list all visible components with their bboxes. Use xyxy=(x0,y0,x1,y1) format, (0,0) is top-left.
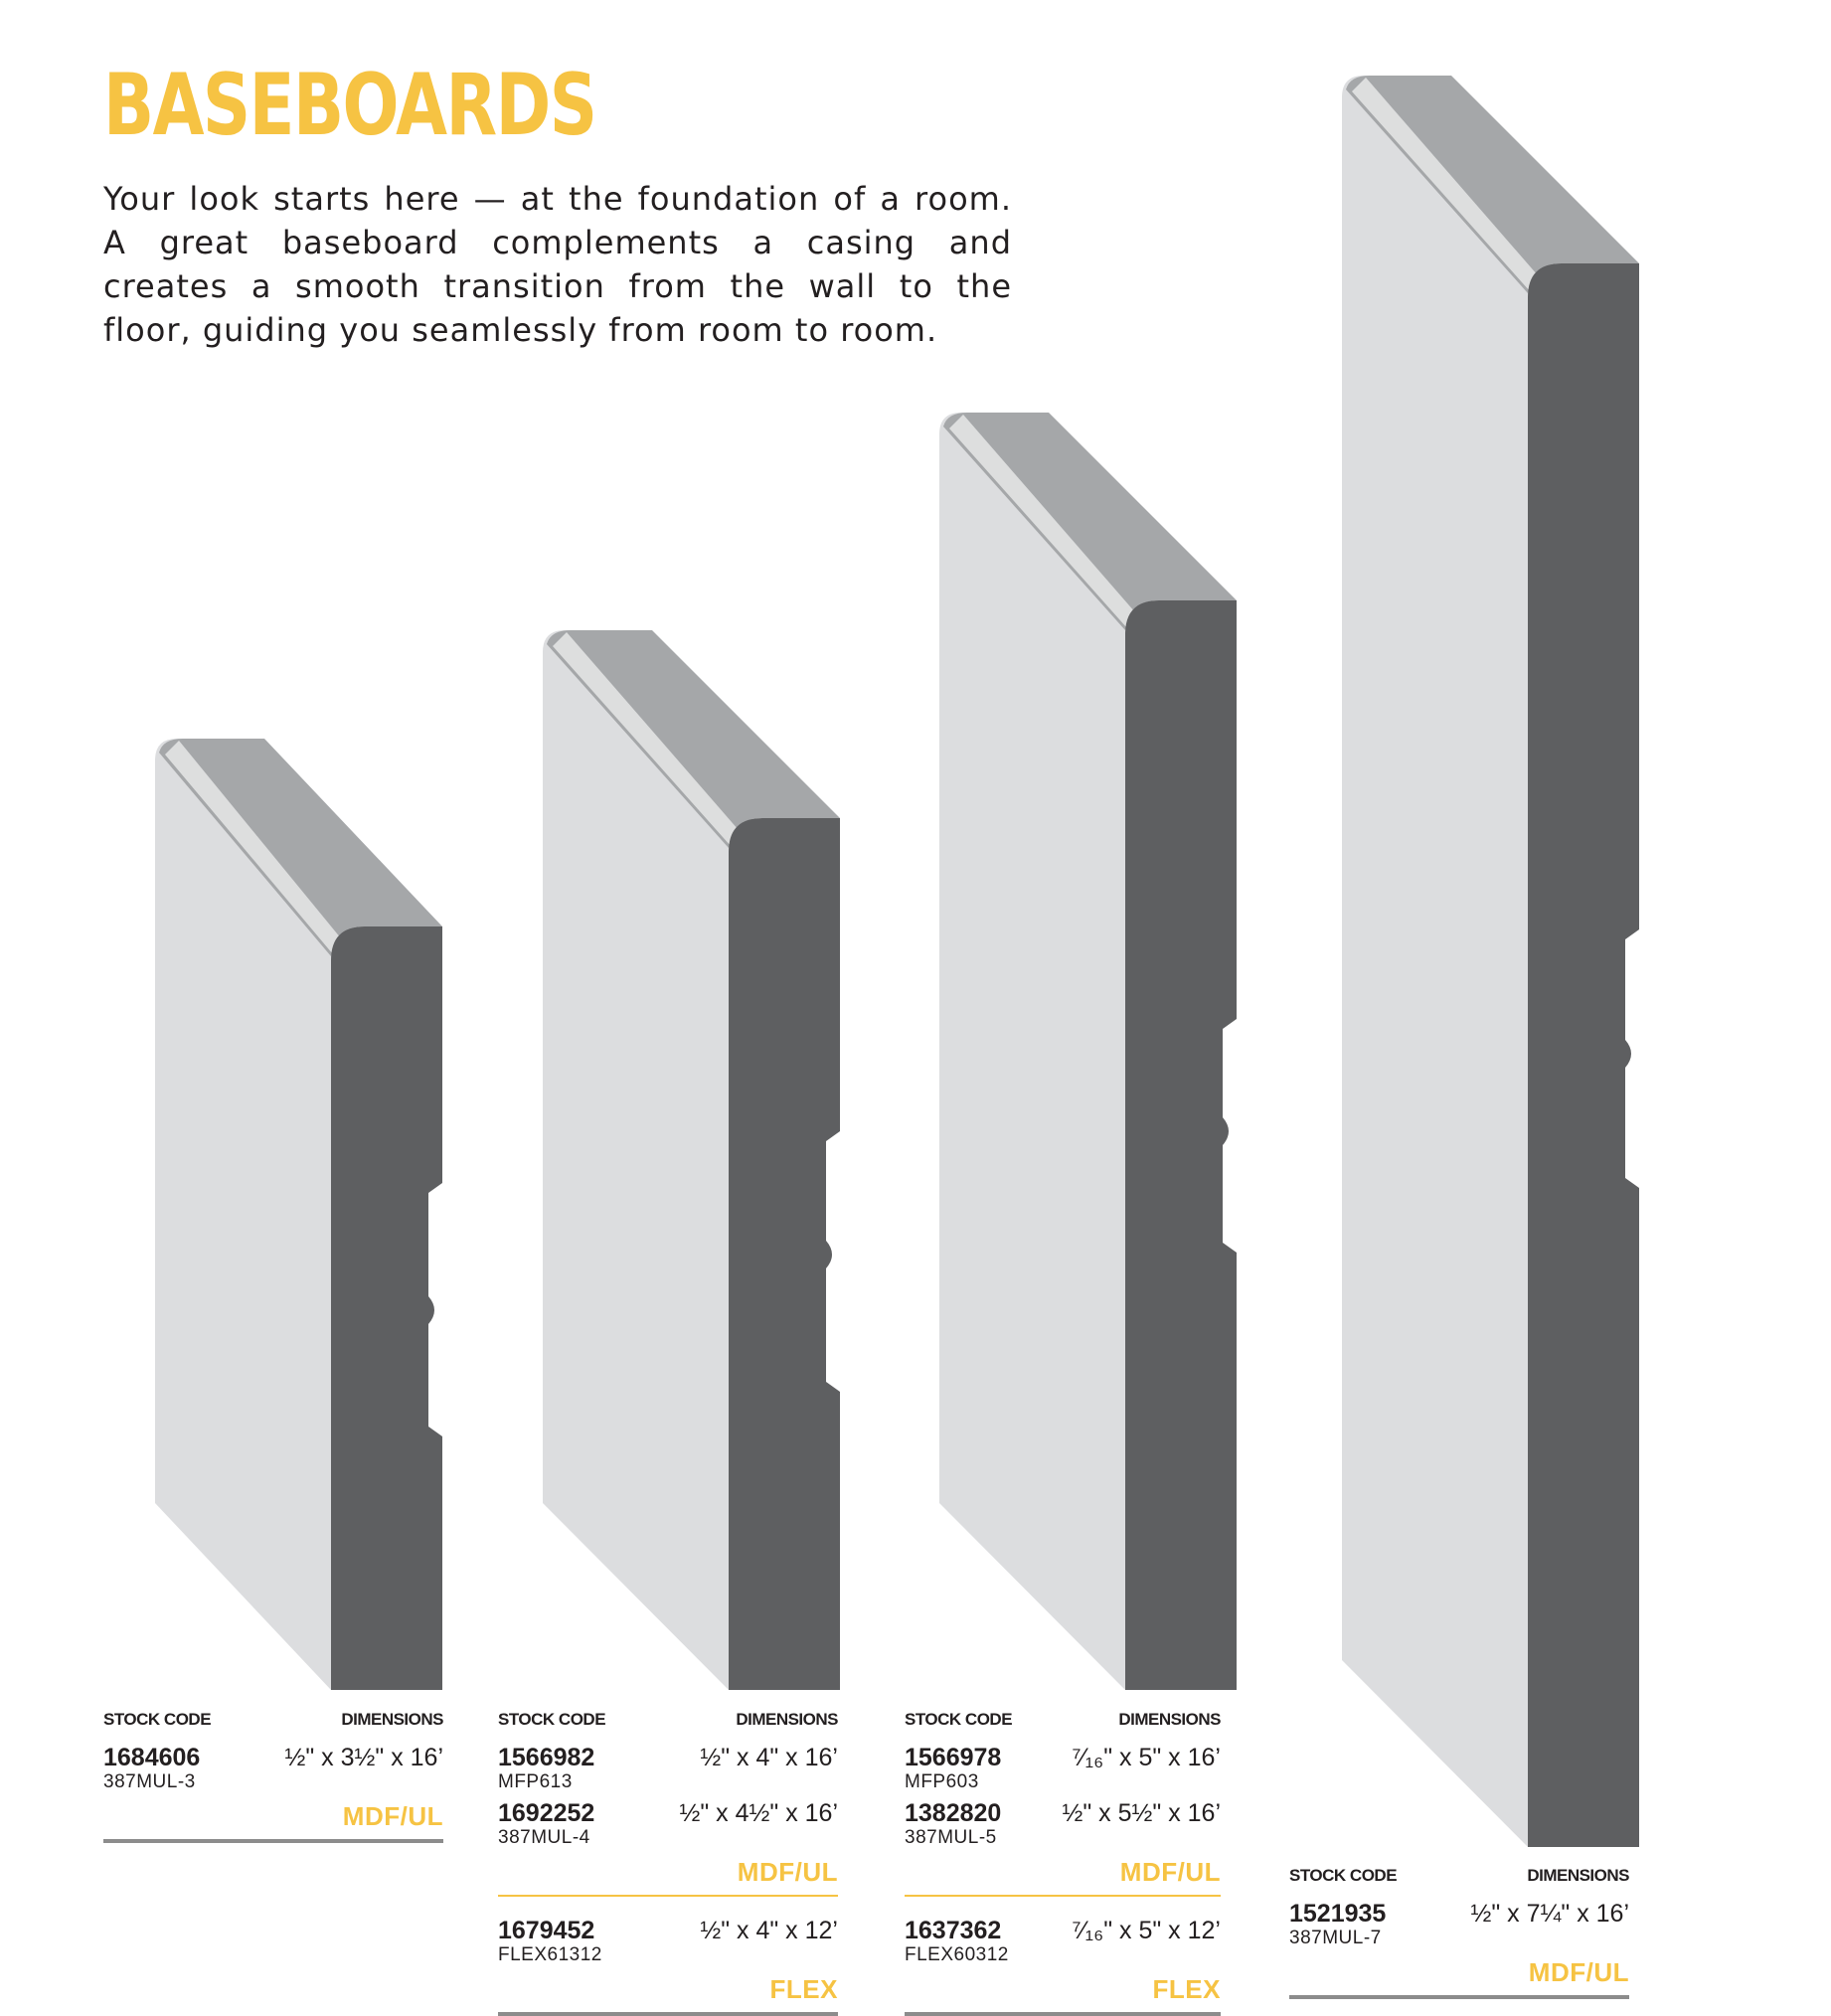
spec-block-3: STOCK CODE DIMENSIONS 1566978 MFP603 ⁷⁄₁₆" x… xyxy=(905,1710,1221,2016)
product-sku: FLEX60312 xyxy=(905,1944,1009,1965)
material-label: MDF/UL xyxy=(737,1857,838,1887)
product-row: 1566978 MFP603 ⁷⁄₁₆" x 5" x 16’ xyxy=(905,1744,1221,1799)
dimensions-header: DIMENSIONS xyxy=(1527,1866,1629,1885)
product-group: 1521935 387MUL-7 ½" x 7¼" x 16’ MDF/UL xyxy=(1289,1900,1629,1999)
baseboard-2 xyxy=(543,630,840,1690)
stock-code: 1382820 xyxy=(905,1799,1002,1827)
material-label: FLEX xyxy=(769,1974,838,2004)
product-sku: MFP603 xyxy=(905,1771,979,1792)
stock-code: 1521935 xyxy=(1289,1900,1387,1928)
product-group: 1566978 MFP603 ⁷⁄₁₆" x 5" x 16’ 1382820 387M… xyxy=(905,1744,1221,1897)
dimensions-header: DIMENSIONS xyxy=(736,1710,838,1729)
yellow-divider xyxy=(905,1895,1221,1897)
product-row: 1521935 387MUL-7 ½" x 7¼" x 16’ xyxy=(1289,1900,1629,1955)
product-row: 1679452 FLEX61312 ½" x 4" x 12’ xyxy=(498,1917,838,1972)
spec-block-4: STOCK CODE DIMENSIONS 1521935 387MUL-7 ½" x … xyxy=(1289,1866,1629,1999)
stock-code: 1684606 xyxy=(103,1744,201,1771)
product-dimensions: ½" x 5½" x 16’ xyxy=(1062,1799,1222,1827)
stock-code: 1692252 xyxy=(498,1799,595,1827)
product-group: 1637362 FLEX60312 ⁷⁄₁₆" x 5" x 12’ FLEX xyxy=(905,1917,1221,2016)
baseboard-1 xyxy=(155,739,442,1690)
material-label: MDF/UL xyxy=(1528,1957,1629,1987)
stock-code: 1566982 xyxy=(498,1744,595,1771)
spec-header: STOCK CODE DIMENSIONS xyxy=(905,1710,1221,1732)
material-label: MDF/UL xyxy=(342,1801,443,1831)
stock-code: 1566978 xyxy=(905,1744,1002,1771)
board-highlight xyxy=(553,632,739,846)
spec-header: STOCK CODE DIMENSIONS xyxy=(498,1710,838,1732)
product-dimensions: ½" x 4" x 12’ xyxy=(700,1917,838,1944)
board-end-profile xyxy=(729,818,840,1690)
stock-code: 1637362 xyxy=(905,1917,1002,1944)
product-sku: 387MUL-4 xyxy=(498,1827,590,1848)
grey-divider xyxy=(103,1839,443,1843)
product-row: 1684606 387MUL-3 ½" x 3½" x 16’ xyxy=(103,1744,443,1799)
page-title: BASEBOARDS xyxy=(103,56,597,155)
material-label: MDF/UL xyxy=(1119,1857,1221,1887)
product-sku: 387MUL-3 xyxy=(103,1771,196,1792)
product-dimensions: ½" x 4" x 16’ xyxy=(700,1744,838,1771)
board-end-profile xyxy=(331,926,442,1690)
intro-paragraph: Your look starts here — at the foundatio… xyxy=(103,180,1012,349)
board-end-profile xyxy=(1528,263,1639,1847)
grey-divider xyxy=(1289,1995,1629,1999)
board-highlight xyxy=(1352,78,1538,291)
product-dimensions: ⁷⁄₁₆" x 5" x 16’ xyxy=(1072,1744,1221,1771)
board-face xyxy=(1342,76,1550,1847)
board-top-bevel xyxy=(1346,76,1639,293)
spec-header: STOCK CODE DIMENSIONS xyxy=(103,1710,443,1732)
stock-code-header: STOCK CODE xyxy=(905,1710,1013,1729)
product-row: 1637362 FLEX60312 ⁷⁄₁₆" x 5" x 12’ xyxy=(905,1917,1221,1972)
board-face xyxy=(939,413,1147,1690)
grey-divider xyxy=(498,2012,838,2016)
board-highlight xyxy=(949,415,1135,628)
product-dimensions: ⁷⁄₁₆" x 5" x 12’ xyxy=(1072,1917,1221,1944)
board-face xyxy=(543,630,750,1690)
board-top-bevel xyxy=(159,739,442,956)
product-sku: MFP613 xyxy=(498,1771,573,1792)
stock-code: 1679452 xyxy=(498,1917,595,1944)
grey-divider xyxy=(905,2012,1221,2016)
spec-block-1: STOCK CODE DIMENSIONS 1684606 387MUL-3 ½" x … xyxy=(103,1710,443,1843)
board-highlight xyxy=(165,741,341,954)
board-end-profile xyxy=(1125,600,1237,1690)
material-label: FLEX xyxy=(1152,1974,1221,2004)
board-top-bevel xyxy=(943,413,1237,630)
baseboard-3 xyxy=(939,413,1237,1690)
stock-code-header: STOCK CODE xyxy=(103,1710,212,1729)
board-face xyxy=(155,739,353,1690)
dimensions-header: DIMENSIONS xyxy=(341,1710,443,1729)
product-row: 1382820 387MUL-5 ½" x 5½" x 16’ xyxy=(905,1799,1221,1855)
product-row: 1566982 MFP613 ½" x 4" x 16’ xyxy=(498,1744,838,1799)
stock-code-header: STOCK CODE xyxy=(1289,1866,1398,1885)
spec-block-2: STOCK CODE DIMENSIONS 1566982 MFP613 ½" x 4"… xyxy=(498,1710,838,2016)
product-dimensions: ½" x 7¼" x 16’ xyxy=(1470,1900,1630,1928)
product-dimensions: ½" x 4½" x 16’ xyxy=(679,1799,839,1827)
baseboard-4 xyxy=(1342,76,1639,1847)
stock-code-header: STOCK CODE xyxy=(498,1710,606,1729)
product-sku: FLEX61312 xyxy=(498,1944,602,1965)
dimensions-header: DIMENSIONS xyxy=(1118,1710,1221,1729)
product-sku: 387MUL-5 xyxy=(905,1827,997,1848)
yellow-divider xyxy=(498,1895,838,1897)
product-group: 1566982 MFP613 ½" x 4" x 16’ 1692252 387MUL-… xyxy=(498,1744,838,1897)
board-top-bevel xyxy=(547,630,840,848)
spec-header: STOCK CODE DIMENSIONS xyxy=(1289,1866,1629,1888)
product-group: 1684606 387MUL-3 ½" x 3½" x 16’ MDF/UL xyxy=(103,1744,443,1843)
product-sku: 387MUL-7 xyxy=(1289,1928,1382,1948)
product-group: 1679452 FLEX61312 ½" x 4" x 12’ FLEX xyxy=(498,1917,838,2016)
product-dimensions: ½" x 3½" x 16’ xyxy=(284,1744,444,1771)
product-row: 1692252 387MUL-4 ½" x 4½" x 16’ xyxy=(498,1799,838,1855)
